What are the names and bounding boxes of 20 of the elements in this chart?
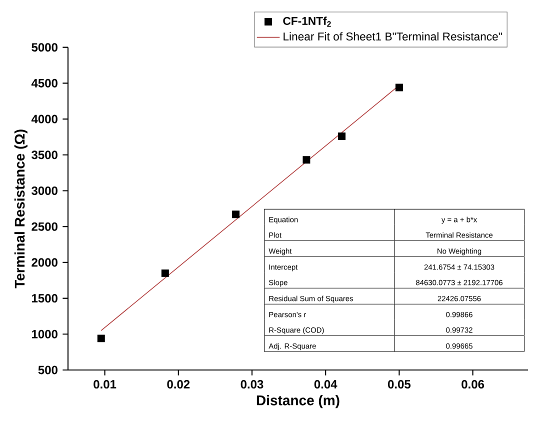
y-tick-label: 1500	[32, 294, 58, 303]
y-tick-label: 3500	[32, 150, 58, 160]
legend-label: Linear Fit of Sheet1 B"Terminal Resistance"	[284, 32, 502, 41]
y-tick-label: 2000	[32, 258, 58, 267]
x-tick-label: 0.01	[94, 380, 116, 389]
y-tick-label: 2500	[32, 222, 58, 231]
y-tick-label: 500	[38, 366, 58, 374]
y-tick-label: 5000	[32, 43, 58, 52]
x-axis-title: Distance (m)	[256, 395, 340, 408]
y-axis-title: Terminal Resistance (Ω)	[14, 130, 28, 288]
y-tick-label: 3000	[32, 186, 58, 195]
x-tick-label: 0.02	[167, 380, 190, 389]
y-tick-label: 4500	[31, 78, 58, 88]
y-tick-label: 4000	[31, 114, 58, 124]
x-tick-label: 0.04	[314, 380, 338, 389]
y-tick-label: 1000	[32, 330, 58, 338]
legend-label: CF-1NTf$_{2}$	[283, 16, 331, 27]
x-tick-label: 0.03	[240, 380, 264, 389]
x-tick-label: 0.05	[388, 380, 411, 389]
x-tick-label: 0.06	[462, 380, 484, 389]
